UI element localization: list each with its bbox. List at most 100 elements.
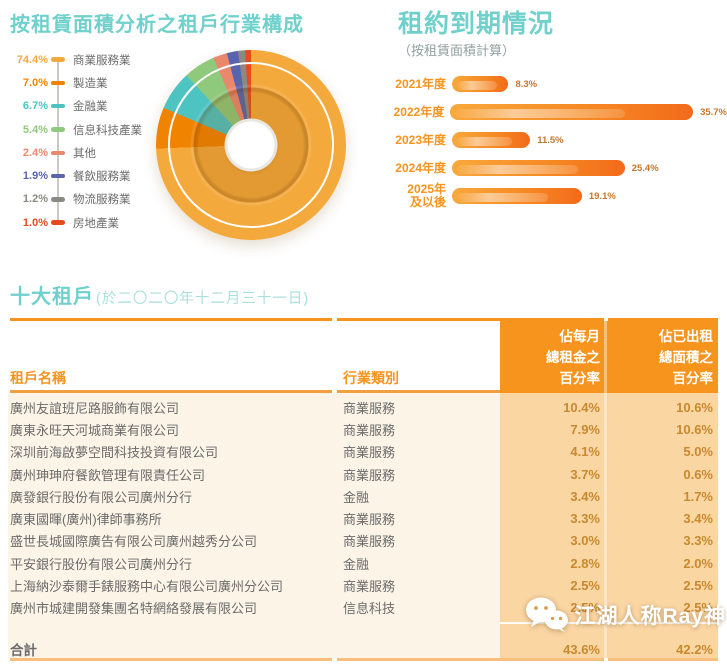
legend-item: 74.4% 商業服務業 (10, 48, 160, 71)
table-row: 廣州市城建開發集團名特網絡發展有限公司 信息科技 2.5% 2.5% (0, 597, 727, 619)
bar-value-label: 19.1% (588, 190, 616, 202)
bar-row: 2023年度 11.5% (364, 126, 727, 154)
rent-pct-cell: 3.7% (570, 466, 600, 482)
bar-year-label: 2025年 及以後 (407, 182, 446, 209)
legend-swatch (51, 57, 65, 62)
column-header-area-pct: 佔已出租 總面積之 百分率 (659, 329, 713, 386)
industry-cell: 商業服務 (343, 400, 396, 416)
area-pct-cell: 3.3% (683, 533, 713, 549)
bar-year-label: 2021年度 (395, 76, 446, 91)
bar-value-label: 8.3% (515, 78, 538, 90)
table-body-background (8, 393, 500, 658)
industry-cell: 金融 (343, 556, 370, 572)
area-pct-cell: 2.0% (683, 555, 713, 571)
legend-item: 1.2% 物流服務業 (10, 188, 160, 211)
table-bottom-border (10, 658, 332, 661)
area-pct-cell: 10.6% (676, 399, 713, 415)
legend-label: 物流服務業 (73, 194, 131, 207)
bar-year-label: 2023年度 (395, 132, 446, 147)
table-bottom-border (608, 658, 718, 661)
total-separator-line (500, 622, 718, 624)
bar (450, 104, 694, 120)
industry-legend: 74.4% 商業服務業 7.0% 製造業 6.7% 金融業 5.4% 信息科技產… (10, 48, 160, 234)
area-pct-cell: 3.4% (683, 511, 713, 527)
industry-cell: 商業服務 (343, 467, 396, 483)
header-underline (10, 390, 332, 393)
tenants-table-title-note: (於二〇二〇年十二月三十一日) (96, 291, 310, 307)
rent-pct-cell: 4.1% (570, 444, 600, 460)
rent-pct-cell: 2.5% (570, 600, 600, 616)
tenant-name-cell: 廣東國暉(廣州)律師事務所 (10, 512, 162, 528)
tenant-name-cell: 深圳前海啟夢空間科技投資有限公司 (10, 445, 219, 461)
legend-swatch (51, 173, 65, 179)
bar (452, 132, 531, 148)
table-top-border (608, 318, 718, 321)
rent-pct-cell: 3.4% (570, 488, 600, 504)
industry-donut-chart (156, 50, 346, 240)
table-bottom-border (337, 658, 604, 661)
tenants-rows: 廣州友誼班尼路服飾有限公司 商業服務 10.4% 10.6% 廣東永旺天河城商業… (0, 396, 727, 619)
industry-cell: 金融 (343, 489, 370, 505)
rent-pct-cell: 7.9% (570, 421, 600, 437)
table-top-border (10, 318, 332, 321)
industry-chart-title: 按租賃面積分析之租戶行業構成 (10, 14, 304, 36)
tenant-name-cell: 上海納沙泰爾手錶服務中心有限公司廣州分公司 (10, 579, 284, 595)
bar (452, 188, 582, 204)
legend-label: 房地產業 (73, 217, 119, 230)
table-row: 廣州珅珅府餐飲管理有限責任公司 商業服務 3.7% 0.6% (0, 463, 727, 485)
table-top-border (337, 318, 604, 321)
area-pct-cell: 2.5% (683, 578, 713, 594)
donut-center-hole (227, 121, 275, 169)
bar-value-label: 35.7% (700, 106, 727, 118)
table-row: 廣東國暉(廣州)律師事務所 商業服務 3.3% 3.4% (0, 507, 727, 529)
tenants-table-title-main: 十大租戶 (10, 286, 94, 308)
legend-axis-line (57, 59, 59, 223)
total-area-pct: 42.2% (676, 641, 713, 657)
legend-swatch (51, 103, 65, 109)
table-row: 上海納沙泰爾手錶服務中心有限公司廣州分公司 商業服務 2.5% 2.5% (0, 574, 727, 596)
table-row: 盛世長城國際廣告有限公司廣州越秀分公司 商業服務 3.0% 3.3% (0, 530, 727, 552)
expiry-chart-title: 租約到期情況 (398, 10, 555, 38)
rent-pct-cell: 10.4% (563, 399, 600, 415)
bar-row: 2025年 及以後 19.1% (364, 182, 727, 210)
legend-percent: 5.4% (22, 123, 48, 136)
industry-cell: 信息科技 (343, 601, 396, 617)
legend-percent: 7.0% (22, 76, 48, 89)
legend-item: 7.0% 製造業 (10, 71, 160, 94)
table-row: 廣州友誼班尼路服飾有限公司 商業服務 10.4% 10.6% (0, 396, 727, 418)
rent-pct-cell: 3.0% (570, 533, 600, 549)
tenant-name-cell: 平安銀行股份有限公司廣州分行 (10, 556, 193, 572)
legend-percent: 1.0% (22, 216, 48, 229)
bar-row: 2022年度 35.7% (364, 98, 727, 126)
legend-swatch (51, 80, 65, 86)
tenant-name-cell: 廣東永旺天河城商業有限公司 (10, 422, 180, 438)
total-label: 合計 (10, 643, 37, 658)
column-header-rent-pct: 佔每月 總租金之 百分率 (546, 329, 600, 386)
table-total-row: 合計 43.6% 42.2% (0, 638, 727, 660)
legend-label: 製造業 (73, 77, 108, 90)
bar-row: 2021年度 8.3% (364, 70, 727, 98)
bar-year-label: 2022年度 (393, 104, 445, 119)
header-underline (337, 390, 500, 393)
table-row: 廣東永旺天河城商業有限公司 商業服務 7.9% 10.6% (0, 418, 727, 440)
legend-percent: 74.4% (16, 53, 48, 66)
legend-swatch (51, 127, 65, 132)
column-header-tenant-name: 租戶名稱 (10, 370, 66, 386)
table-row: 廣發銀行股份有限公司廣州分行 金融 3.4% 1.7% (0, 485, 727, 507)
legend-label: 信息科技產業 (73, 124, 142, 137)
legend-percent: 2.4% (22, 146, 48, 159)
percent-column-separator (604, 321, 607, 658)
column-header-industry: 行業類別 (343, 370, 399, 386)
bar-year-label: 2024年度 (395, 160, 446, 175)
rent-pct-cell: 2.5% (570, 578, 600, 594)
legend-item: 2.4% 其他 (10, 141, 160, 164)
legend-item: 6.7% 金融業 (10, 95, 160, 118)
legend-item: 1.9% 餐飲服務業 (10, 164, 160, 187)
legend-swatch (51, 197, 65, 202)
area-pct-cell: 1.7% (683, 488, 713, 504)
legend-item: 1.0% 房地產業 (10, 211, 160, 234)
area-pct-cell: 2.5% (683, 600, 713, 616)
bar-row: 2024年度 25.4% (364, 154, 727, 182)
tenant-name-cell: 廣州市城建開發集團名特網絡發展有限公司 (10, 601, 258, 617)
expiry-bar-chart: 2021年度 8.3% 2022年度 35.7% 2023年度 11.5% 20… (364, 70, 727, 210)
